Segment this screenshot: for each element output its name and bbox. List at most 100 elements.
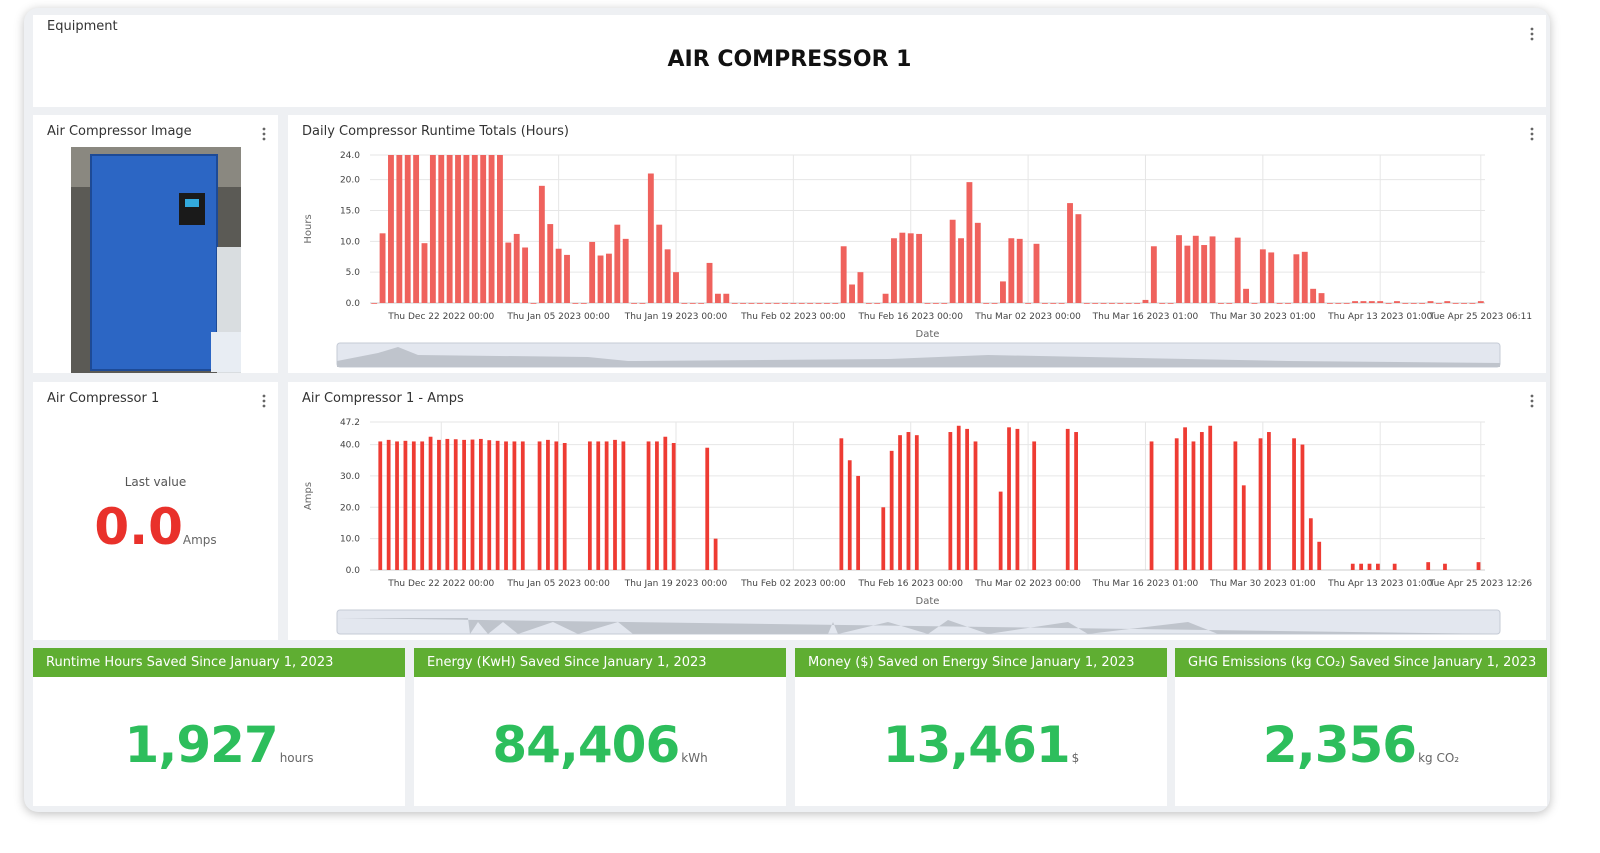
bar [614,224,621,303]
bar [681,303,688,304]
bar [1251,303,1258,304]
x-tick-label: Thu Dec 22 2022 00:00 [387,579,494,589]
amps-spike [839,438,844,570]
amps-spike [386,439,391,570]
amps-spike [411,441,416,570]
menu-button[interactable] [1530,394,1534,408]
y-tick-label: 40.0 [340,441,360,451]
menu-button[interactable] [1530,127,1534,141]
bar [1243,288,1250,303]
y-tick-label: 24.0 [340,151,360,161]
kpi-value: 84,406 [492,716,680,774]
amps-spike [1241,485,1246,570]
bar [1142,299,1149,303]
bar [1318,293,1325,303]
amps-spike [1317,541,1322,570]
last-value-panel: Air Compressor 1 Last value 0.0Amps [33,382,278,640]
bar [823,303,830,304]
bar [1326,303,1333,304]
bar [1402,303,1409,304]
kpi-unit: kg CO₂ [1418,751,1460,765]
bar [1217,303,1224,304]
bar [1159,303,1166,304]
bar [916,233,923,303]
kpi-title: Energy (KwH) Saved Since January 1, 2023 [414,648,786,677]
amps-spike [453,439,458,570]
navigator-area [337,618,1500,634]
runtime-panel: Daily Compressor Runtime Totals (Hours) … [288,115,1546,373]
amps-spike [1233,441,1238,570]
x-tick-label: Thu Jan 19 2023 00:00 [624,312,728,322]
panel-title: Air Compressor Image [47,124,192,139]
bar [907,233,914,303]
bar [471,155,478,303]
y-tick-label: 20.0 [340,176,360,186]
bar [832,303,839,304]
bar [1276,303,1283,304]
caption: Last value [124,475,187,489]
bar [1067,203,1073,303]
x-tick-label: Thu Feb 02 2023 00:00 [740,579,846,589]
bar [488,155,495,303]
x-tick-label: Thu Apr 13 2023 01:00 [1327,312,1432,322]
menu-button[interactable] [1530,27,1534,41]
bar [849,284,855,303]
bar [798,303,805,304]
bar [1209,236,1216,303]
x-tick-label: Thu Jan 05 2023 00:00 [506,312,610,322]
bar [505,242,512,303]
bar [1083,303,1090,304]
bar [1444,301,1451,303]
bar [899,232,906,303]
bar [530,303,537,304]
amps-spike [1476,562,1481,570]
menu-button[interactable] [262,394,266,408]
x-tick-label: Thu Dec 22 2022 00:00 [387,312,494,322]
bar [1293,254,1300,303]
y-tick-label: 30.0 [340,472,360,482]
x-tick-label: Thu Mar 16 2023 01:00 [1092,312,1199,322]
bar [1435,303,1442,304]
amps-spike [1032,441,1037,570]
kpi-title: Runtime Hours Saved Since January 1, 202… [33,648,405,677]
navigator-area [337,347,1500,367]
bar [966,182,973,303]
amps-spike [1443,563,1447,570]
x-tick-label: Thu Feb 02 2023 00:00 [740,312,846,322]
amps-spike [663,436,668,570]
bar [874,303,881,304]
bar [1360,301,1367,303]
amps-spike [562,443,567,570]
amps-spike [403,440,408,570]
bar [714,293,721,303]
bar [396,155,403,303]
bar [790,303,797,304]
bar [1335,303,1342,304]
amps-spike [470,439,475,570]
bar [388,155,394,303]
bar [1285,303,1291,304]
panel-title: Daily Compressor Runtime Totals (Hours) [302,124,569,139]
bar [941,303,948,304]
bar [513,233,520,303]
bar [597,255,604,303]
bar [631,303,638,304]
bar [840,246,847,303]
bar [421,243,428,303]
kpi-panel: GHG Emissions (kg CO₂) Saved Since Janua… [1175,648,1547,806]
amps-spike [378,441,383,570]
amps-spike [420,441,425,570]
y-tick-label: 10.0 [340,237,360,247]
bar [605,253,612,303]
amps-spike [705,447,710,570]
bar [1410,303,1417,304]
page-title: AIR COMPRESSOR 1 [667,47,912,72]
bar [1117,303,1124,304]
menu-button[interactable] [262,127,266,141]
bar [698,303,705,304]
x-tick-label: Thu Mar 16 2023 01:00 [1092,579,1199,589]
bar [622,238,629,303]
bar [1352,301,1358,303]
bar [1259,249,1266,303]
bar [1150,246,1157,303]
